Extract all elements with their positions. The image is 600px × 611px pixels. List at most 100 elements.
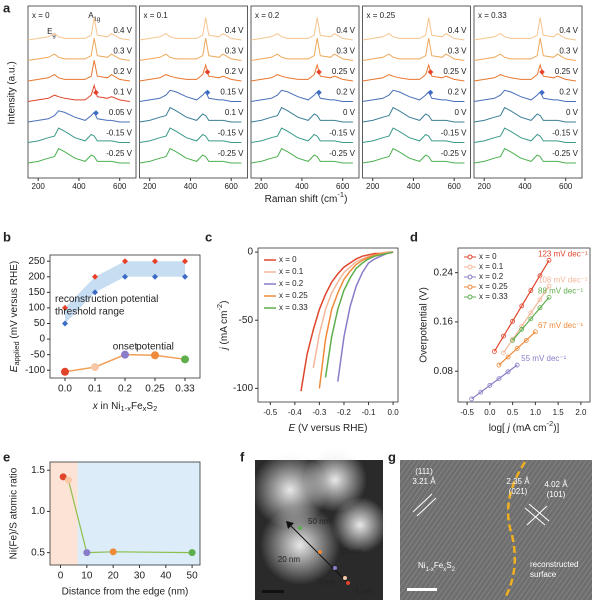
potential-label: 0.25 V (555, 67, 579, 76)
ratio-point (59, 473, 67, 481)
panel-letter: e (3, 449, 10, 464)
spectrum (362, 106, 465, 123)
x-tick-label: 400 (295, 182, 309, 191)
onset-point (121, 350, 129, 359)
tafel-point (496, 376, 502, 381)
spectrum (473, 63, 576, 82)
tafel-point (510, 337, 516, 343)
potential-label: 0.1 V (113, 88, 132, 97)
text-part: ) (219, 301, 230, 304)
legend-label: x = 0.33 (479, 292, 508, 301)
text-part: A (88, 11, 94, 20)
spectrum (362, 147, 465, 164)
text-part: ) (344, 194, 347, 205)
text-part: Raman shift (cm (265, 194, 338, 205)
threshold-point (152, 258, 158, 265)
y-tick-label: 0.5 (31, 547, 45, 558)
spectrum (250, 127, 353, 143)
x-tick-label: 20 (108, 571, 120, 582)
tem-image (400, 460, 592, 600)
onset-point (61, 367, 69, 376)
distance-label: 50 nm (308, 517, 331, 526)
reconstruction-marker (93, 89, 99, 96)
text-part: j (219, 346, 230, 351)
y-tick-label: 0.16 (434, 317, 454, 328)
text-part: 2 (153, 404, 157, 413)
panel-letter: g (388, 449, 396, 464)
potential-label: 0.1 V (225, 108, 244, 117)
tafel-fit (493, 260, 550, 352)
potential-label: 0.3 V (559, 47, 578, 56)
x-tick-label: 1.0 (530, 408, 542, 417)
panel-letter: d (410, 229, 418, 244)
threshold-point (182, 273, 188, 280)
phase-label: Ni1-xFexS2 (418, 561, 456, 572)
x-tick-label: 400 (72, 182, 86, 191)
tafel-point (505, 354, 511, 360)
potential-label: 0.4 V (225, 26, 244, 35)
legend-marker (467, 254, 473, 260)
potential-label: -0.15 V (218, 129, 244, 138)
lsv-curve (324, 251, 394, 378)
panel-letter: b (3, 229, 11, 244)
text-part: (V versus RHE) (295, 423, 367, 434)
spectrum (139, 147, 242, 164)
text-part: x (443, 567, 446, 573)
text-part: -1 (337, 190, 344, 199)
potential-label: 0.2 V (559, 88, 578, 97)
y-axis-label: Ni(Fe)/S atomic ratio (9, 467, 20, 559)
tafel-point (514, 362, 520, 368)
text-part: 1-x (121, 404, 132, 413)
x-tick-label: 600 (336, 182, 350, 191)
y-tick-label: 1.5 (31, 465, 45, 476)
x-tick-label: 200 (366, 182, 380, 191)
x-tick-label: 2.0 (575, 408, 587, 417)
x-tick-label: 40 (160, 571, 172, 582)
y-tick-label: 1.0 (31, 506, 45, 517)
legend-marker (467, 264, 473, 270)
axes-frame (473, 5, 583, 179)
tafel-point (546, 294, 552, 300)
x-tick-label: 600 (559, 182, 573, 191)
x-tick-label: 0 (58, 571, 64, 582)
legend-marker (467, 294, 473, 300)
text-part: S (146, 401, 153, 412)
fringe (416, 497, 437, 517)
y-tick-label: -100 (233, 383, 253, 394)
distance-label: 1 nm (355, 587, 373, 596)
spectrum (27, 110, 130, 123)
particle (303, 448, 367, 512)
legend-label: x = 0.1 (479, 262, 504, 271)
x-tick-label: 200 (32, 182, 46, 191)
lattice-label: (101) (547, 490, 566, 499)
x-tick-label: 400 (407, 182, 421, 191)
slope-label: 67 mV dec⁻¹ (538, 321, 583, 330)
tafel-point (532, 329, 538, 335)
axes-frame (49, 461, 201, 566)
slope-label: 55 mV dec⁻¹ (521, 354, 566, 363)
tafel-point (519, 326, 525, 332)
lsv-curve (318, 251, 394, 389)
fringe (524, 507, 546, 526)
x-tick-label: -0.5 (460, 408, 474, 417)
y-tick-label: 0 (247, 247, 253, 258)
scan-point (333, 566, 337, 570)
potential-label: 0 V (454, 108, 467, 117)
distance-label: 3 nm (317, 578, 335, 587)
x-axis-label: log[ j (mA cm-2)] (489, 419, 560, 434)
potential-label: 0.4 V (336, 26, 355, 35)
potential-label: -0.25 V (329, 149, 355, 158)
tafel-point (528, 310, 534, 316)
x-tick-label: 0.1 (88, 384, 102, 395)
tafel-point (546, 283, 552, 289)
spectrum (139, 127, 242, 143)
x-tick-label: 30 (134, 571, 146, 582)
legend-label: x = 0.1 (279, 267, 304, 276)
spectrum (250, 106, 353, 123)
slope-label: 108 mV dec⁻¹ (538, 275, 588, 284)
spectrum (27, 127, 130, 143)
x-tick-label: 0.0 (484, 408, 496, 417)
potential-label: 0.3 V (225, 47, 244, 56)
spectrum (139, 63, 242, 82)
